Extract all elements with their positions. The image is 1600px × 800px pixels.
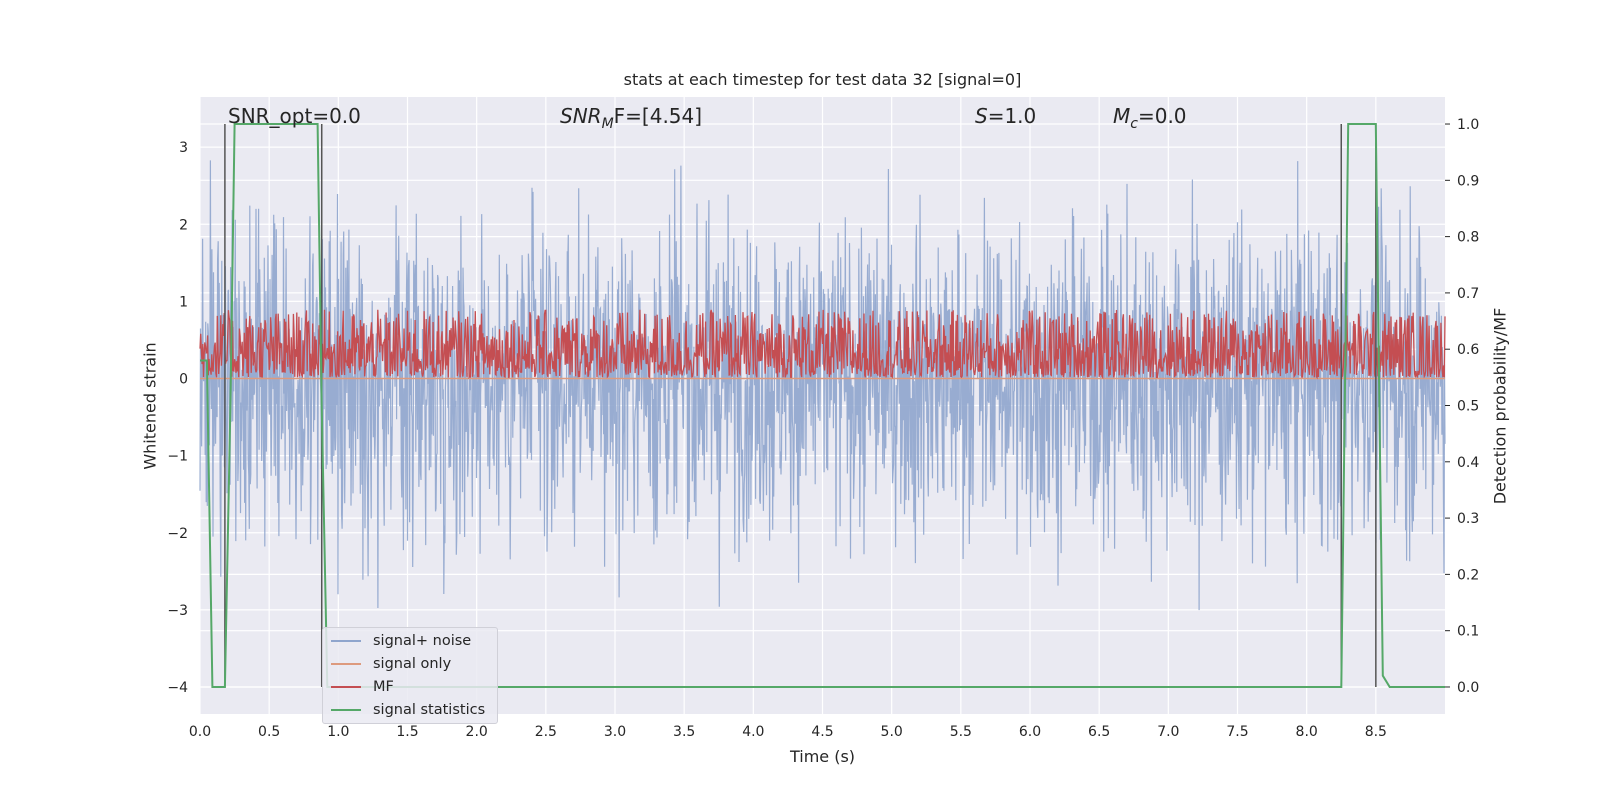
y-right-axis-ticks: 1.0 0.9 0.8 0.7 0.6 0.5 0.4 0.3 0.2 0.1 0.0 <box>1445 117 1479 696</box>
signal-statistics-line <box>200 123 1445 688</box>
x-tick-label: 6.5 <box>1088 724 1110 740</box>
x-tick-label: 7.5 <box>1226 724 1248 740</box>
s-rest: =1.0 <box>987 104 1037 128</box>
x-tick-label: 7.0 <box>1157 724 1179 740</box>
series-signal-statistics <box>200 123 1445 688</box>
annotation-s: S=1.0 <box>975 104 1036 128</box>
annotation-snr-mf: SNRMF=[4.54] <box>560 104 702 136</box>
y-left-tick-label: −3 <box>167 603 188 619</box>
y-left-axis-label: Whitened strain <box>140 342 160 470</box>
y-left-axis-ticks: 3 2 1 0 −1 −2 −3 −4 <box>167 140 188 696</box>
x-tick-label: 8.0 <box>1296 724 1318 740</box>
y-right-tick-label: 0.2 <box>1457 567 1479 583</box>
signal-noise-line <box>199 160 1446 611</box>
x-tick-label: 5.5 <box>950 724 972 740</box>
mc-sub: c <box>1130 116 1138 132</box>
snr-mf-rest: F=[4.54] <box>613 104 703 128</box>
legend-label: signal+ noise <box>373 633 472 649</box>
mf-line <box>199 309 1446 380</box>
y-left-tick-label: −1 <box>167 449 188 465</box>
x-tick-label: 4.0 <box>742 724 764 740</box>
y-right-tick-label: 0.7 <box>1457 286 1479 302</box>
x-tick-label: 1.5 <box>396 724 418 740</box>
series-signal-noise <box>199 160 1446 611</box>
x-tick-label: 0.0 <box>189 724 211 740</box>
y-left-tick-label: 2 <box>179 217 188 233</box>
legend-item-signal-statistics: signal statistics <box>331 700 485 720</box>
x-tick-label: 2.0 <box>466 724 488 740</box>
legend-swatch <box>331 686 361 688</box>
mc-rest: =0.0 <box>1137 104 1187 128</box>
s-var: S <box>975 104 988 128</box>
legend-item-signal-only: signal only <box>331 654 451 674</box>
y-left-tick-label: −2 <box>167 526 188 542</box>
x-tick-label: 0.5 <box>258 724 280 740</box>
x-tick-label: 6.0 <box>1019 724 1041 740</box>
y-left-tick-label: 1 <box>179 294 188 310</box>
x-axis-ticks: 0.0 0.5 1.0 1.5 2.0 2.5 3.0 3.5 4.0 4.5 5.0 5.5 6.0 6… <box>189 724 1387 740</box>
y-left-tick-label: 3 <box>179 140 188 156</box>
y-right-tick-label: 0.5 <box>1457 399 1479 415</box>
x-tick-label: 4.5 <box>811 724 833 740</box>
legend-label: MF <box>373 679 394 695</box>
x-tick-label: 8.5 <box>1365 724 1387 740</box>
x-tick-label: 3.5 <box>673 724 695 740</box>
y-left-tick-label: 0 <box>179 372 188 388</box>
y-right-tick-label: 0.9 <box>1457 173 1479 189</box>
legend-item-signal-noise: signal+ noise <box>331 631 471 651</box>
legend-item-mf: MF <box>331 677 394 697</box>
y-right-tick-label: 0.6 <box>1457 342 1479 358</box>
snr-mf-base: SNR <box>560 104 602 128</box>
legend-label: signal statistics <box>373 702 486 718</box>
legend-swatch <box>331 640 361 642</box>
x-tick-label: 5.0 <box>881 724 903 740</box>
y-right-tick-label: 0.8 <box>1457 230 1479 246</box>
legend-swatch <box>331 709 361 711</box>
y-right-tick-label: 0.0 <box>1457 680 1479 696</box>
y-right-tick-label: 0.4 <box>1457 455 1479 471</box>
x-axis-label: Time (s) <box>789 747 856 766</box>
x-tick-label: 1.0 <box>327 724 349 740</box>
annotation-mc: Mc=0.0 <box>1113 104 1187 136</box>
snr-mf-sub: M <box>601 116 614 132</box>
mc-base: M <box>1113 104 1131 128</box>
y-right-tick-label: 0.3 <box>1457 511 1479 527</box>
legend-label: signal only <box>373 656 452 672</box>
y-right-tick-label: 0.1 <box>1457 624 1479 640</box>
x-tick-label: 3.0 <box>604 724 626 740</box>
x-tick-label: 2.5 <box>535 724 557 740</box>
legend-swatch <box>331 663 361 665</box>
chart-title: stats at each timestep for test data 32 … <box>623 70 1022 89</box>
y-left-tick-label: −4 <box>167 680 188 696</box>
series-mf <box>199 309 1446 380</box>
annotation-snr-opt: SNR_opt=0.0 <box>228 104 361 128</box>
y-right-tick-label: 1.0 <box>1457 117 1479 133</box>
y-right-axis-label: Detection probability/MF <box>1490 307 1510 505</box>
legend: signal+ noise signal only MF signal stat… <box>322 627 498 724</box>
